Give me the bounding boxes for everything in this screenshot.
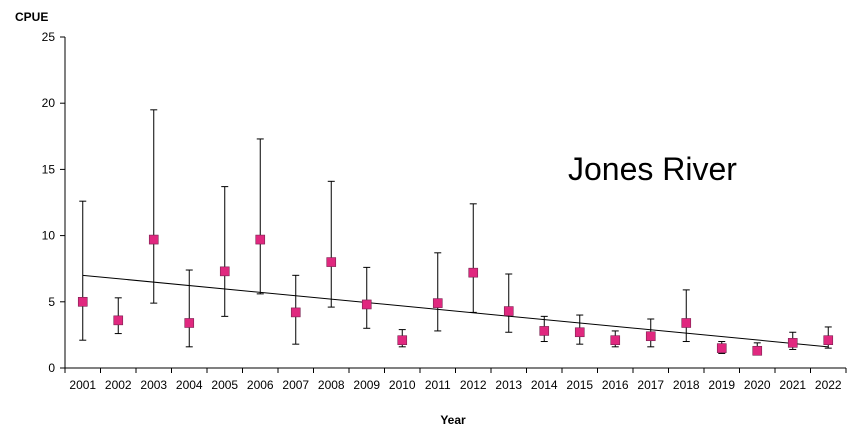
data-point xyxy=(326,257,337,267)
x-tick-label: 2003 xyxy=(140,378,167,392)
x-tick-label: 2005 xyxy=(211,378,238,392)
x-tick-label: 2014 xyxy=(531,378,558,392)
chart-annotation: Jones River xyxy=(568,151,737,187)
x-tick-label: 2012 xyxy=(460,378,487,392)
x-tick-label: 2017 xyxy=(637,378,664,392)
data-point xyxy=(255,234,266,245)
x-tick-label: 2008 xyxy=(318,378,345,392)
x-tick-label: 2021 xyxy=(779,378,806,392)
data-point xyxy=(503,306,514,316)
y-tick-label: 20 xyxy=(42,96,56,110)
data-point xyxy=(645,331,656,342)
x-tick-label: 2009 xyxy=(353,378,380,392)
data-point xyxy=(397,335,408,345)
data-point xyxy=(468,267,479,278)
x-tick-label: 2015 xyxy=(566,378,593,392)
y-tick-label: 5 xyxy=(48,295,55,309)
x-axis-title: Year xyxy=(440,413,466,427)
data-point xyxy=(823,335,834,345)
x-tick-label: 2019 xyxy=(708,378,735,392)
data-point xyxy=(77,296,88,307)
x-tick-label: 2020 xyxy=(744,378,771,392)
x-tick-label: 2013 xyxy=(495,378,522,392)
data-point xyxy=(681,318,692,328)
trendline xyxy=(82,274,829,348)
error-bars xyxy=(79,109,832,356)
x-tick-label: 2010 xyxy=(389,378,416,392)
y-tick-label: 15 xyxy=(42,162,56,176)
x-tick-label: 2016 xyxy=(602,378,629,392)
axes xyxy=(64,37,846,369)
x-tick-label: 2004 xyxy=(176,378,203,392)
data-point xyxy=(574,327,585,338)
data-point xyxy=(787,338,798,348)
x-ticks: 2001 2002 2003 2004 2005 2006 2007 2008 2009 2010… xyxy=(64,368,847,392)
y-tick-label: 25 xyxy=(42,30,56,44)
data-point xyxy=(361,299,372,310)
x-tick-label: 2007 xyxy=(282,378,309,392)
trendline-group xyxy=(82,274,829,348)
x-tick-label: 2011 xyxy=(425,378,451,392)
data-points xyxy=(77,234,834,356)
x-tick-label: 2002 xyxy=(105,378,132,392)
y-tick-label: 0 xyxy=(48,361,55,375)
data-point xyxy=(432,298,443,308)
data-point xyxy=(752,345,763,356)
data-point xyxy=(716,343,727,353)
data-point xyxy=(148,234,159,245)
x-tick-label: 2001 xyxy=(69,378,96,392)
data-point xyxy=(610,335,621,345)
y-tick-label: 10 xyxy=(42,229,56,243)
x-tick-label: 2018 xyxy=(673,378,700,392)
x-tick-label: 2006 xyxy=(247,378,274,392)
data-point xyxy=(184,318,195,328)
data-point xyxy=(539,326,550,336)
data-point xyxy=(219,266,230,277)
x-tick-label: 2022 xyxy=(815,378,842,392)
y-axis-title: CPUE xyxy=(15,10,48,24)
data-point xyxy=(290,307,301,318)
data-point xyxy=(113,315,124,326)
y-ticks: 0 5 10 15 20 25 xyxy=(42,30,65,375)
